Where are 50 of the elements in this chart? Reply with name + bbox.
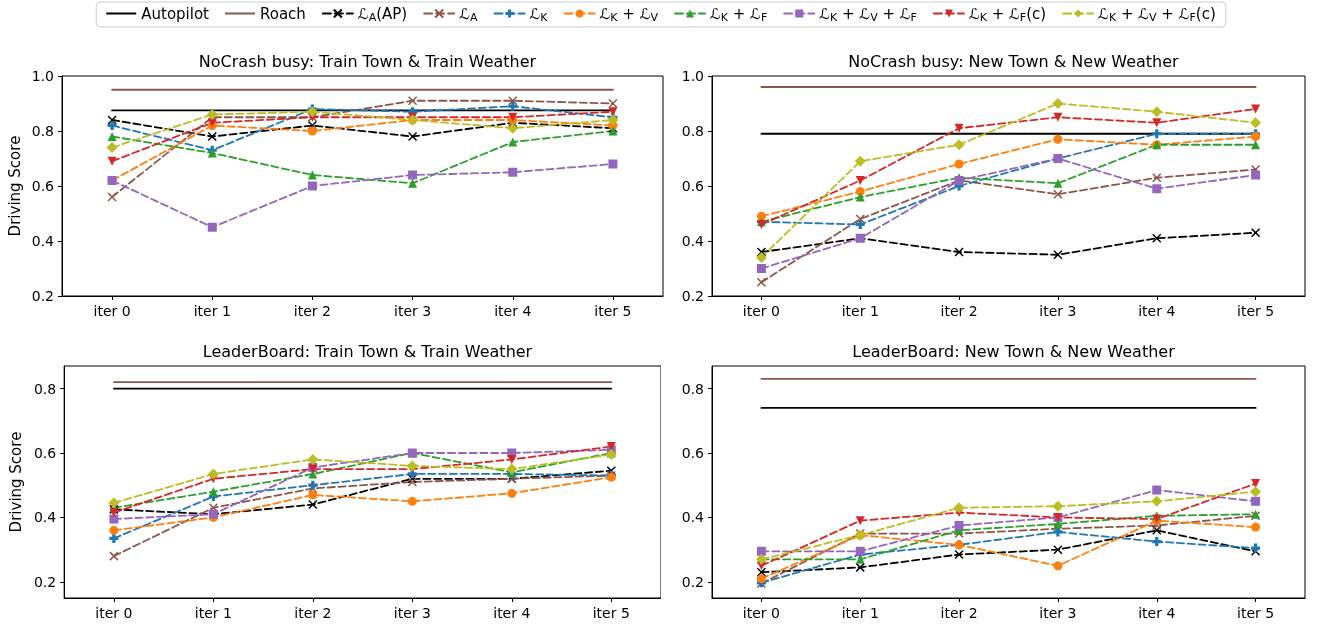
- y-tick-label: 0.2: [33, 573, 57, 590]
- y-tick-label: 1.0: [681, 68, 704, 84]
- chart-title: LeaderBoard: Train Town & Train Weather: [202, 341, 533, 361]
- x-tick-label: iter 0: [742, 605, 780, 621]
- y-tick-label: 0.2: [681, 288, 704, 304]
- y-tick-label: 0.8: [681, 380, 704, 397]
- x-tick-label: iter 5: [1237, 605, 1275, 621]
- x-tick-label: iter 1: [841, 303, 879, 319]
- x-tick-label: iter 4: [1138, 303, 1176, 319]
- x-tick-label: iter 1: [841, 605, 879, 621]
- x-tick-label: iter 3: [394, 303, 432, 319]
- y-tick-label: 0.6: [31, 178, 55, 194]
- y-tick-label: 1.0: [31, 68, 54, 84]
- y-axis-title: Driving Score: [6, 431, 25, 533]
- y-tick-label: 0.8: [33, 380, 57, 397]
- x-tick-label: iter 1: [194, 605, 232, 621]
- x-tick-label: iter 0: [742, 303, 780, 319]
- x-tick-label: iter 4: [493, 605, 531, 621]
- x-tick-label: iter 5: [594, 303, 632, 319]
- y-tick-label: 0.8: [31, 123, 54, 139]
- x-tick-label: iter 2: [940, 605, 978, 621]
- y-tick-label: 0.8: [681, 123, 704, 139]
- x-tick-label: iter 2: [293, 303, 331, 319]
- x-tick-label: iter 4: [494, 303, 532, 319]
- x-tick-label: iter 4: [1138, 605, 1176, 621]
- y-tick-label: 0.2: [681, 573, 704, 590]
- x-tick-label: iter 0: [95, 605, 133, 621]
- y-tick-label: 0.6: [681, 178, 705, 194]
- x-tick-label: iter 5: [592, 605, 630, 621]
- y-tick-label: 0.4: [31, 233, 55, 249]
- y-tick-label: 0.2: [31, 288, 54, 304]
- x-tick-label: iter 5: [1237, 303, 1275, 319]
- y-axis-title: Driving Score: [5, 135, 24, 237]
- x-tick-label: iter 2: [294, 605, 332, 621]
- legend-label: Roach: [259, 4, 306, 23]
- chart-title: NoCrash busy: New Town & New Weather: [848, 51, 1180, 71]
- x-tick-label: iter 3: [1039, 303, 1077, 319]
- y-tick-label: 0.4: [33, 509, 57, 526]
- y-tick-label: 0.6: [681, 445, 705, 461]
- y-tick-label: 0.4: [681, 509, 705, 526]
- x-tick-label: iter 1: [193, 303, 231, 319]
- chart-title: LeaderBoard: New Town & New Weather: [852, 341, 1176, 361]
- legend-label: Autopilot: [141, 4, 210, 23]
- y-tick-label: 0.4: [681, 233, 705, 249]
- x-tick-label: iter 2: [940, 303, 978, 319]
- x-tick-label: iter 0: [93, 303, 131, 319]
- x-tick-label: iter 3: [1039, 605, 1077, 621]
- chart-title: NoCrash busy: Train Town & Train Weather: [198, 51, 537, 71]
- y-tick-label: 0.6: [33, 445, 57, 461]
- x-tick-label: iter 3: [393, 605, 431, 621]
